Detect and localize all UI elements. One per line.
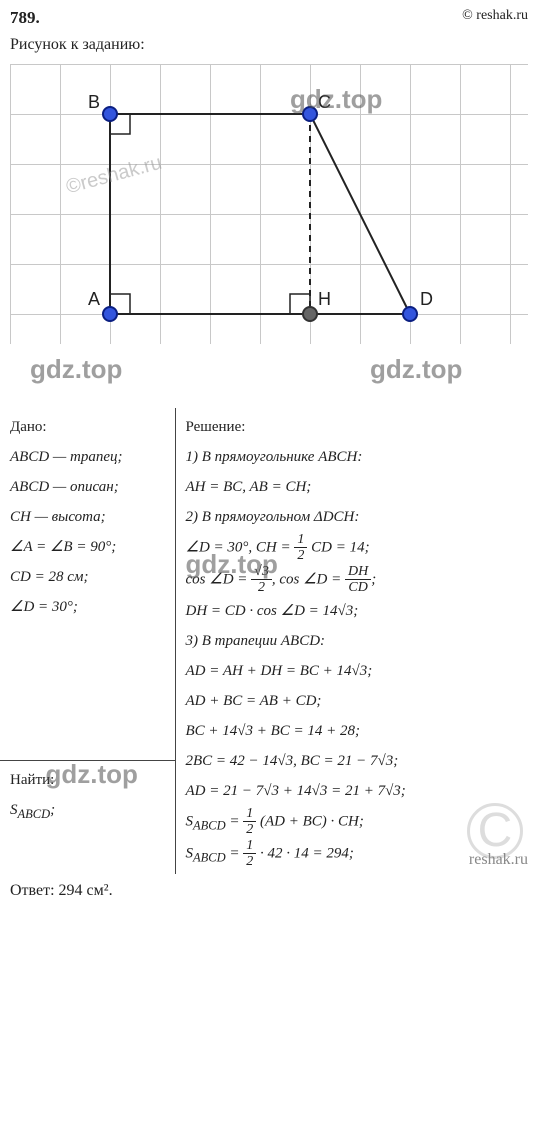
solution-line: DH = CD · cos ∠D = 14√3; <box>186 596 529 626</box>
frac-num: DH <box>345 564 371 580</box>
text-part: cos ∠D = <box>186 571 252 587</box>
find-line: SABCD; <box>10 795 165 827</box>
frac-den: 2 <box>294 548 307 563</box>
solution-line: 3) В трапеции ABCD: <box>186 626 529 656</box>
solution-title: Решение: <box>186 412 529 442</box>
text-part: S <box>10 802 18 818</box>
solution-line: AD + BC = AB + CD; <box>186 686 529 716</box>
vertex-label-a: A <box>88 289 100 310</box>
watermark-gdz-icon: gdz.top <box>370 354 462 385</box>
vertex-label-c: C <box>318 92 331 113</box>
subscript: ABCD <box>193 818 226 832</box>
solution-line: 2) В прямоугольном ΔDCH: <box>186 502 529 532</box>
frac-den: CD <box>345 580 371 595</box>
vertex-label-b: B <box>88 92 100 113</box>
answer-line: Ответ: 294 см². <box>0 874 538 908</box>
vertex-label-d: D <box>420 289 433 310</box>
given-line: ∠D = 30°; <box>10 592 165 622</box>
solution-line: AH = BC, AB = CH; <box>186 472 529 502</box>
solution-line: 1) В прямоугольнике ABCH: <box>186 442 529 472</box>
solution-line: 2BC = 42 − 14√3, BC = 21 − 7√3; <box>186 746 529 776</box>
watermark-gdz-icon: gdz.top <box>30 354 122 385</box>
frac-num: √3 <box>251 564 272 580</box>
solution-line: SABCD = 12 (AD + BC) · CH; <box>186 806 529 838</box>
text-part: ; <box>50 802 55 818</box>
text-part: = <box>226 845 244 861</box>
solution-line: AD = AH + DH = BC + 14√3; <box>186 656 529 686</box>
frac-num: 1 <box>243 806 256 822</box>
answer-label: Ответ: <box>10 882 59 899</box>
problem-number: 789. <box>10 8 40 28</box>
diagram-subtitle: Рисунок к заданию: <box>0 32 538 64</box>
text-part: S <box>186 845 194 861</box>
text-part: (AD + BC) · CH; <box>256 813 364 829</box>
text-part: ∠D = 30°, CH = <box>186 539 295 555</box>
answer-value: 294 см². <box>59 882 113 899</box>
solution-table: Дано: ABCD — трапец; ABCD — описан; CH —… <box>0 408 538 874</box>
given-title: Дано: <box>10 412 165 442</box>
frac-den: 2 <box>251 580 272 595</box>
frac-num: 1 <box>243 838 256 854</box>
solution-line: BC + 14√3 + BC = 14 + 28; <box>186 716 529 746</box>
given-line: CH — высота; <box>10 502 165 532</box>
solution-line: AD = 21 − 7√3 + 14√3 = 21 + 7√3; <box>186 776 529 806</box>
geometry-diagram: A B C D H gdz.top ©reshak.ru <box>10 64 528 344</box>
text-part: = <box>226 813 244 829</box>
frac-den: 2 <box>243 854 256 869</box>
text-part: CD = 14; <box>307 539 369 555</box>
vertex-label-h: H <box>318 289 331 310</box>
solution-line: cos ∠D = √32, cos ∠D = DHCD; <box>186 564 529 596</box>
find-title: Найти: <box>10 765 165 795</box>
solution-line: ∠D = 30°, CH = 12 CD = 14; <box>186 532 529 564</box>
given-line: ABCD — описан; <box>10 472 165 502</box>
given-line: ∠A = ∠B = 90°; <box>10 532 165 562</box>
text-part: , cos ∠D = <box>272 571 345 587</box>
frac-den: 2 <box>243 822 256 837</box>
subscript: ABCD <box>18 807 51 821</box>
subscript: ABCD <box>193 850 226 864</box>
given-line: ABCD — трапец; <box>10 442 165 472</box>
text-part: S <box>186 813 194 829</box>
watermark-reshak-label: reshak.ru <box>469 844 528 876</box>
copyright-label: © reshak.ru <box>462 8 528 28</box>
text-part: ; <box>371 571 376 587</box>
text-part: · 42 · 14 = 294; <box>256 845 354 861</box>
given-line: CD = 28 см; <box>10 562 165 592</box>
frac-num: 1 <box>294 532 307 548</box>
